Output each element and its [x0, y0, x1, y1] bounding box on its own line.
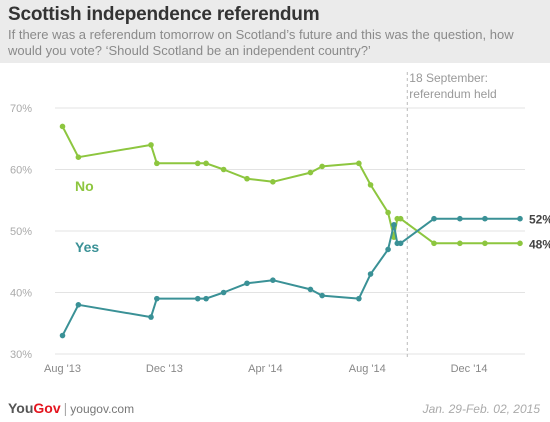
yes-data-point [148, 314, 154, 320]
y-tick-label: 70% [10, 103, 32, 115]
no-data-point [75, 154, 82, 160]
no-data-point [431, 240, 437, 247]
yes-data-point [457, 215, 463, 222]
no-data-point [154, 160, 160, 167]
yes-data-point [482, 215, 488, 222]
yes-data-point [319, 292, 325, 299]
yes-data-point [367, 271, 374, 277]
no-data-point [270, 179, 276, 185]
survey-date-range: Jan. 29-Feb. 02, 2015 [422, 402, 540, 416]
chart-title: Scottish independence referendum [8, 4, 320, 25]
x-tick-label: Dec '13 [146, 363, 183, 375]
yes-series-line [61, 217, 520, 337]
yes-data-point [154, 295, 160, 302]
yes-data-point [75, 302, 82, 308]
chart-header: Scottish independence referendum If ther… [0, 0, 550, 63]
x-tick-label: Aug '13 [44, 363, 81, 375]
yes-data-point [517, 215, 523, 222]
y-tick-label: 50% [10, 226, 32, 238]
no-series-line [61, 125, 520, 245]
yes-data-point [431, 215, 437, 222]
footer-separator: | [63, 400, 68, 416]
yes-data-point [244, 280, 250, 287]
yes-data-point [59, 332, 66, 339]
no-data-point [203, 160, 209, 167]
no-data-point [457, 240, 463, 247]
yes-data-point [194, 295, 201, 302]
yes-data-point [385, 246, 391, 253]
x-tick-label: Aug '14 [349, 363, 386, 375]
site-link[interactable]: yougov.com [70, 402, 135, 416]
yes-end-value-label: 52% [529, 213, 550, 227]
no-data-point [194, 160, 201, 167]
no-data-point [59, 123, 66, 130]
no-data-point [397, 215, 404, 222]
x-tick-label: Dec '14 [451, 363, 488, 375]
y-tick-label: 30% [10, 349, 32, 361]
no-data-point [244, 175, 250, 182]
no-data-point [385, 209, 391, 216]
no-data-point [148, 142, 154, 148]
y-tick-label: 60% [10, 165, 32, 177]
referendum-annotation-text: referendum held [409, 87, 496, 101]
chart-subtitle: If there was a referendum tomorrow on Sc… [8, 27, 514, 58]
logo-you-text: You [8, 400, 34, 416]
no-data-point [220, 166, 227, 173]
yes-data-point [391, 222, 397, 228]
no-series-label: No [75, 178, 94, 194]
yes-data-point [307, 286, 314, 293]
no-data-point [356, 160, 362, 167]
no-data-point [482, 240, 488, 247]
logo-gov-text: Gov [33, 400, 61, 416]
yes-data-point [356, 295, 362, 302]
no-data-point [517, 240, 523, 247]
no-data-point [367, 182, 374, 188]
yougov-logo[interactable]: YouGov | yougov.com [8, 400, 134, 416]
referendum-annotation-text: 18 September: [409, 71, 488, 85]
y-tick-label: 40% [10, 288, 32, 300]
yes-data-point [203, 295, 209, 302]
no-data-point [319, 163, 325, 170]
no-data-point [307, 169, 314, 176]
yes-data-point [270, 277, 276, 284]
x-tick-label: Apr '14 [248, 363, 283, 375]
yes-series-label: Yes [75, 239, 99, 255]
yes-data-point [220, 289, 227, 296]
yes-data-point [397, 240, 404, 247]
no-end-value-label: 48% [529, 237, 550, 251]
line-chart: 30% 40% 50% 60% 70% Aug '13 Dec '13 Apr '14 Aug … [10, 71, 550, 375]
